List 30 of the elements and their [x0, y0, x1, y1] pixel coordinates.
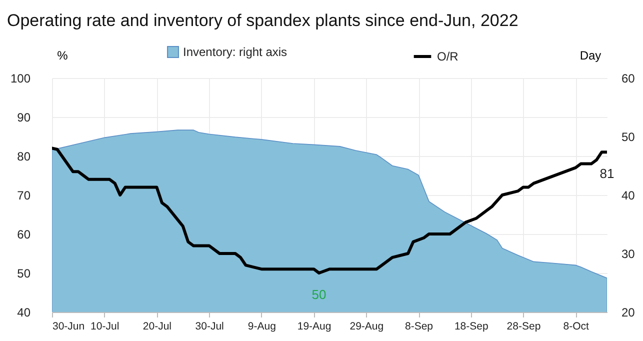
x-tick-label: 29-Aug: [350, 320, 384, 332]
y-tick-label: 100: [10, 72, 31, 86]
x-tick-label: 10-Jul: [90, 320, 120, 332]
x-tick-label: 20-Jul: [142, 320, 172, 332]
x-tick-label: 30-Jun: [52, 320, 85, 332]
y-tick-label: 90: [17, 110, 31, 124]
y-tick-label: 80: [17, 150, 31, 164]
y2-axis-title: Day: [580, 48, 602, 62]
y2-tick-label: 50: [622, 130, 636, 144]
y-tick-label: 50: [17, 266, 31, 280]
annotation: 81: [600, 166, 614, 182]
y-tick-label: 40: [17, 306, 31, 320]
x-tick-label: 9-Aug: [248, 320, 276, 332]
y2-tick-label: 60: [622, 72, 636, 86]
x-tick-label: 18-Sep: [454, 320, 488, 332]
y2-tick-label: 40: [622, 188, 636, 202]
y-axis-title: %: [57, 48, 68, 62]
x-tick-label: 19-Aug: [297, 320, 332, 332]
y2-tick-label: 30: [622, 247, 636, 261]
x-tick-label: 30-Jul: [195, 320, 224, 332]
y-tick-label: 60: [17, 228, 31, 242]
y-tick-label: 70: [17, 188, 31, 202]
x-tick-label: 8-Oct: [563, 320, 589, 332]
annotation: 50: [312, 287, 326, 302]
legend-label: Inventory: right axis: [183, 45, 288, 59]
x-tick-label: 28-Sep: [506, 320, 541, 332]
chart-title: Operating rate and inventory of spandex plants since end-Jun, 2022: [7, 11, 518, 30]
y2-tick-label: 20: [622, 306, 636, 320]
x-tick-label: 8-Sep: [404, 320, 434, 332]
legend-label: O/R: [437, 50, 459, 64]
